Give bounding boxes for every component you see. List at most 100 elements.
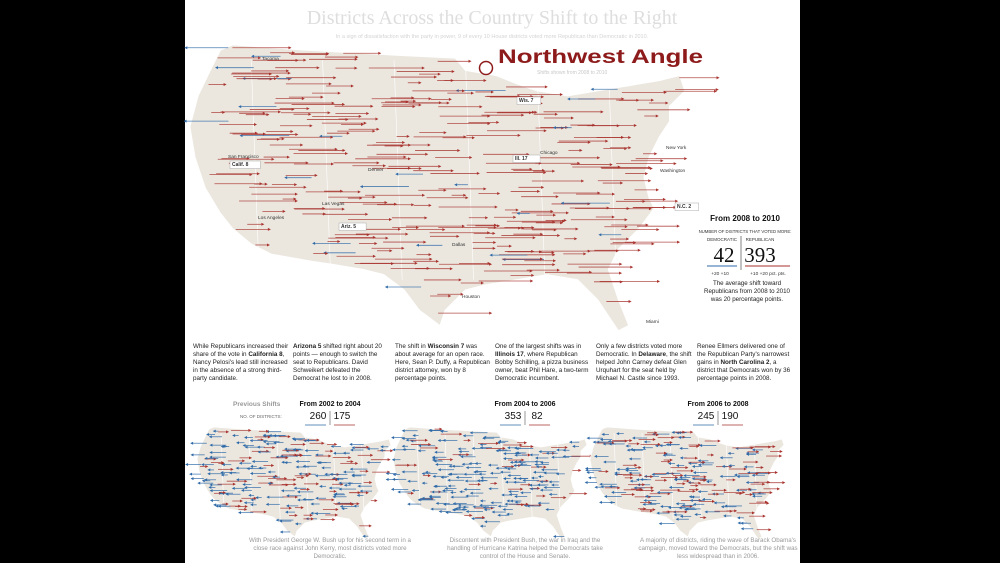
arrow-head (459, 432, 463, 436)
arrow-head (312, 241, 316, 245)
arrow-head (190, 441, 194, 445)
arrow-head (513, 215, 517, 219)
note-text: was about average for an open race. Here… (395, 343, 490, 382)
arrow-head (250, 498, 254, 502)
arrow-head (656, 188, 660, 192)
arrow-head (330, 449, 334, 453)
arrow-head (287, 435, 291, 439)
state-line (465, 60, 474, 280)
arrow-head (251, 54, 255, 58)
label-box (516, 96, 541, 105)
arrow-head (209, 498, 213, 502)
arrow-head (660, 504, 664, 508)
arrow-head (632, 436, 636, 440)
arrow-head (648, 166, 652, 170)
arrow-head (222, 444, 226, 448)
arrow-head (433, 484, 437, 488)
panel-dem-count: 353 (505, 411, 522, 422)
arrow-head (328, 486, 332, 490)
arrow-head (594, 454, 598, 458)
arrow-head (305, 161, 309, 165)
arrow-head (479, 499, 483, 503)
story-note: One of the largest shifts was in Illinoi… (495, 343, 591, 383)
arrow-head (366, 447, 370, 451)
arrow-head (656, 511, 660, 515)
place-label: Houston (462, 294, 480, 300)
arrow-head (337, 91, 341, 95)
arrow-head (527, 453, 531, 457)
arrow-head (244, 504, 248, 508)
place-label: Denver (368, 167, 384, 173)
arrow-head (560, 221, 564, 225)
arrow-head (663, 206, 667, 210)
arrow-head (390, 449, 394, 453)
arrow-head (361, 122, 365, 126)
arrow-head (465, 494, 469, 498)
arrow-head (508, 493, 512, 497)
arrow-head (626, 448, 630, 452)
arrow-head (414, 463, 418, 467)
arrow-head (201, 463, 205, 467)
arrow-head (304, 449, 308, 453)
note-text: shifted right about 20 points — enough t… (293, 343, 382, 382)
arrow-head (737, 516, 741, 520)
arrow-head (686, 479, 690, 483)
arrow-head (320, 95, 324, 99)
arrow-head (489, 262, 493, 266)
arrow-head (679, 456, 683, 460)
arrow-head (629, 473, 633, 477)
legend-dem-scale: +20 +10 (711, 271, 729, 277)
arrow-head (385, 472, 389, 476)
arrow-head (366, 233, 370, 237)
arrow-head (401, 429, 405, 433)
arrow-head (562, 448, 566, 452)
note-bold: Illinois 17 (495, 351, 524, 358)
arrow-head (401, 437, 405, 441)
arrow-head (350, 84, 354, 88)
arrow-head (284, 176, 288, 180)
arrow-head (531, 226, 535, 230)
arrow-head (428, 443, 432, 447)
arrow-head (520, 491, 524, 495)
arrow-head (314, 474, 318, 478)
state-line (250, 60, 260, 280)
arrow-head (295, 58, 299, 62)
arrow-head (266, 113, 270, 117)
arrow-head (590, 87, 594, 91)
arrow-head (552, 263, 556, 267)
arrow-head (592, 440, 596, 444)
arrow-head (501, 493, 505, 497)
arrow-head (502, 446, 506, 450)
arrow-head (293, 486, 297, 490)
arrow-head (560, 201, 564, 205)
arrow-head (668, 485, 672, 489)
arrow-head (380, 445, 384, 449)
arrow-head (682, 430, 686, 434)
arrow-head (265, 442, 269, 446)
arrow-head (692, 502, 696, 506)
arrow-head (642, 483, 646, 487)
arrow-head (204, 478, 208, 482)
arrow-head (310, 502, 314, 506)
arrow-head (358, 114, 362, 118)
arrow-head (665, 443, 669, 447)
arrow-head (350, 460, 354, 464)
panel-caption: With President George W. Bush up for his… (249, 537, 411, 560)
arrow-head (662, 453, 666, 457)
arrow-head (739, 492, 743, 496)
arrow-head (667, 506, 671, 510)
arrow-head (321, 441, 325, 445)
arrow-head (583, 252, 587, 256)
arrow-head (397, 227, 401, 231)
arrow-head (425, 152, 429, 156)
arrow-head (751, 492, 755, 496)
arrow-head (594, 485, 598, 489)
arrow-head (250, 503, 254, 507)
arrow-head (389, 249, 393, 253)
arrow-head (611, 215, 615, 219)
arrow-head (434, 450, 438, 454)
arrow-head (534, 463, 538, 467)
note-text: , the shift helped John Carney defeat Gl… (596, 351, 692, 382)
arrow-head (293, 482, 297, 486)
